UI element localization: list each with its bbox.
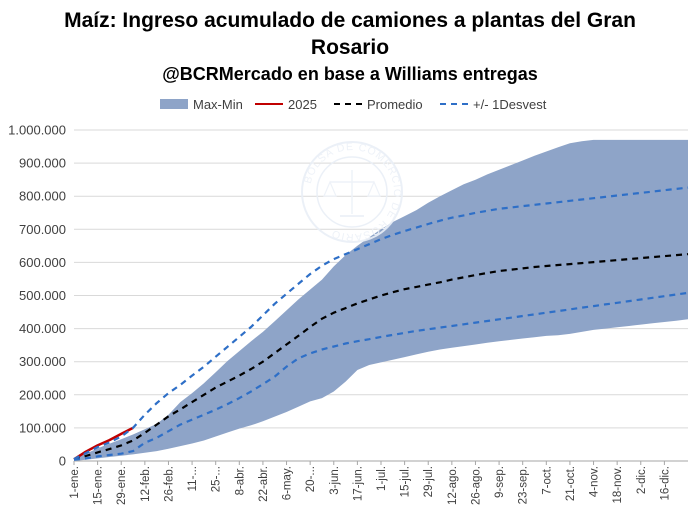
x-tick-label: 20-... — [305, 466, 317, 492]
x-tick-label: 15-jul. — [400, 466, 412, 497]
x-tick-label: 1-ene. — [69, 466, 81, 499]
seal-ring-outer — [301, 141, 403, 243]
seal-ring-inner — [316, 156, 388, 228]
x-tick-label: 12-feb. — [140, 466, 152, 502]
series-line-1desvest-upper — [73, 186, 689, 460]
series-line-promedio — [73, 253, 689, 461]
x-tick-label: 4-nov. — [589, 466, 601, 497]
bcr-seal-watermark: BOLSA DE COMERCIO DE ROSARIO — [301, 141, 403, 243]
x-tick-label: 11-... — [187, 466, 199, 491]
x-tick-label: 23-sep. — [518, 466, 530, 504]
y-tick-label: 100.000 — [19, 420, 66, 435]
x-tick-label: 29-jul. — [423, 466, 435, 497]
x-tick-label: 8-abr. — [234, 466, 246, 495]
x-tick-label: 9-sep. — [494, 466, 506, 498]
x-tick-label: 18-nov. — [612, 466, 624, 504]
x-tick-label: 29-ene. — [116, 466, 128, 505]
y-tick-label: 500.000 — [19, 288, 66, 303]
x-tick-label: 21-oct. — [565, 466, 577, 501]
y-tick-label: 1.000.000 — [8, 123, 66, 138]
y-tick-label: 600.000 — [19, 255, 66, 270]
legend-label: Promedio — [367, 96, 423, 112]
chart-title-line2: Rosario — [310, 36, 390, 59]
chart-title: Maíz: Ingreso acumulado de camiones a pl… — [64, 9, 636, 32]
x-tick-label: 22-abr. — [258, 466, 270, 502]
legend-swatch-line — [255, 103, 283, 105]
legend-swatch-line — [334, 103, 362, 105]
y-tick-label: 800.000 — [19, 189, 66, 204]
y-tick-label: 200.000 — [19, 387, 66, 402]
x-tick-label: 6-may. — [282, 466, 294, 500]
chart-subtitle: @BCRMercado en base a Williams entregas — [162, 64, 538, 84]
chart-legend: Max-Min 2025 Promedio +/- 1Desvest — [0, 95, 700, 113]
x-tick-label: 2-dic. — [636, 466, 648, 494]
x-tick-label: 25-... — [211, 466, 223, 492]
x-tick-label: 17-jun. — [352, 466, 364, 501]
x-tick-label: 7-oct. — [541, 466, 553, 495]
x-axis: 1-ene. 15-ene. 29-ene. 12-feb. 26-feb. 11-...… — [69, 461, 671, 505]
max-min-area — [74, 139, 688, 461]
max-min-band — [74, 139, 688, 461]
x-tick-label: 26-feb. — [164, 466, 176, 502]
y-axis: 0 100.000 200.000 300.000 400.000 500.000 600.… — [8, 123, 66, 469]
legend-item-promedio: Promedio — [334, 95, 423, 113]
legend-swatch-area — [160, 99, 188, 109]
x-tick-label: 16-dic. — [659, 466, 671, 501]
legend-label: Max-Min — [193, 96, 243, 112]
y-tick-label: 700.000 — [19, 222, 66, 237]
series-line-1desvest-lower — [73, 291, 689, 461]
x-tick-label: 12-ago. — [447, 466, 459, 505]
legend-label: 2025 — [288, 96, 317, 112]
legend-item-max-min: Max-Min — [160, 95, 243, 113]
y-tick-label: 900.000 — [19, 156, 66, 171]
legend-item-2025: 2025 — [255, 95, 317, 113]
seal-scale-pan-right — [367, 180, 381, 197]
x-tick-label: 26-ago. — [471, 466, 483, 505]
x-tick-label: 15-ene. — [93, 466, 105, 505]
y-tick-label: 300.000 — [19, 354, 66, 369]
y-tick-label: 0 — [59, 454, 66, 469]
seal-scale-pan-left — [323, 180, 337, 197]
y-tick-label: 400.000 — [19, 321, 66, 336]
legend-item-desvest: +/- 1Desvest — [440, 95, 546, 113]
legend-swatch-line — [440, 103, 468, 105]
x-tick-label: 1-jul. — [376, 466, 388, 491]
x-tick-label: 3-jun. — [329, 466, 341, 495]
series-lines — [73, 186, 689, 461]
legend-label: +/- 1Desvest — [473, 96, 547, 112]
